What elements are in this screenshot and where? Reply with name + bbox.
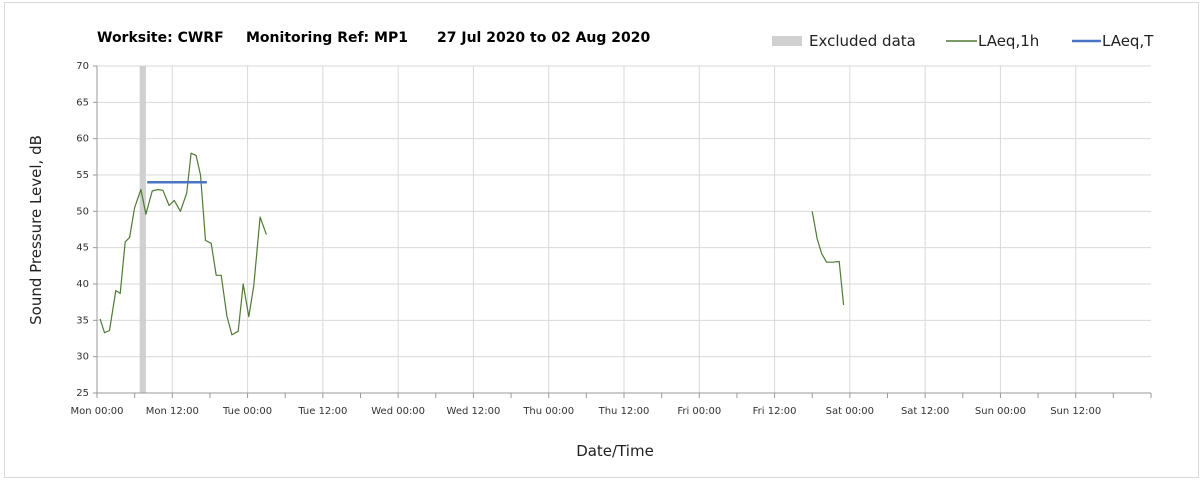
- x-tick-label: Sat 00:00: [826, 406, 874, 417]
- series-laeq-1h-line: [99, 152, 267, 336]
- legend-label-excluded: Excluded data: [809, 32, 916, 50]
- axes: [93, 65, 1152, 398]
- series-lines: [99, 152, 845, 336]
- y-tick-label: 45: [76, 243, 89, 254]
- series-laeq-1h-line: [811, 211, 845, 306]
- x-tick-label: Tue 00:00: [222, 406, 272, 417]
- y-tick-label: 65: [76, 97, 89, 108]
- excluded-data-band: [139, 66, 146, 393]
- y-tick-label: 50: [76, 206, 89, 217]
- y-tick-label: 35: [76, 315, 89, 326]
- chart-title-worksite: Worksite: CWRF: [97, 30, 224, 46]
- legend-swatch-excluded: [772, 36, 802, 46]
- legend-label-laeq-1h: LAeq,1h: [978, 32, 1039, 50]
- x-tick-label: Sun 12:00: [1050, 406, 1101, 417]
- x-tick-label: Tue 12:00: [297, 406, 347, 417]
- x-tick-label: Fri 00:00: [677, 406, 721, 417]
- x-tick-label: Fri 12:00: [753, 406, 797, 417]
- chart-frame: [4, 2, 1199, 478]
- y-tick-labels: 25 30 35 40 45 50 55 60 65 70: [76, 61, 89, 399]
- legend-label-laeq-t: LAeq,T: [1102, 32, 1154, 50]
- y-tick-label: 55: [76, 170, 89, 181]
- x-tick-label: Thu 00:00: [522, 406, 574, 417]
- x-tick-label: Wed 12:00: [447, 406, 501, 417]
- x-tick-label: Mon 12:00: [146, 406, 199, 417]
- x-tick-label: Wed 00:00: [371, 406, 425, 417]
- y-tick-label: 40: [76, 279, 89, 290]
- x-tick-label: Mon 00:00: [70, 406, 123, 417]
- x-tick-labels: Mon 00:00 Mon 12:00 Tue 00:00 Tue 12:00 Wed …: [70, 406, 1101, 417]
- chart-title-monitoring-ref: Monitoring Ref: MP1: [246, 30, 408, 46]
- x-tick-label: Thu 12:00: [598, 406, 650, 417]
- gridlines: [97, 65, 1151, 393]
- excluded-data-bar: [139, 66, 146, 393]
- legend: Excluded data LAeq,1h LAeq,T: [772, 32, 1154, 50]
- x-tick-label: Sun 00:00: [975, 406, 1026, 417]
- chart-title-date-range: 27 Jul 2020 to 02 Aug 2020: [437, 30, 651, 46]
- x-axis-title: Date/Time: [576, 442, 654, 460]
- y-tick-label: 25: [76, 388, 89, 399]
- x-tick-label: Sat 12:00: [901, 406, 949, 417]
- y-axis-title: Sound Pressure Level, dB: [27, 135, 45, 325]
- y-tick-label: 30: [76, 352, 89, 363]
- y-tick-label: 70: [76, 61, 89, 72]
- y-tick-label: 60: [76, 134, 89, 145]
